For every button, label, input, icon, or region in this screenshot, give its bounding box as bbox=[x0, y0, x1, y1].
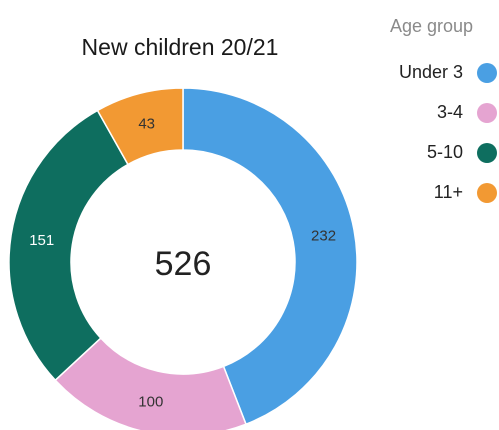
donut-value-label: 43 bbox=[138, 116, 155, 133]
donut-slice-5-10[interactable] bbox=[8, 109, 129, 382]
donut-slice-11[interactable] bbox=[96, 87, 184, 166]
legend-label: 3-4 bbox=[436, 102, 463, 122]
chart-title: New children 20/21 bbox=[81, 34, 279, 60]
donut-value-label: 100 bbox=[138, 393, 163, 410]
legend-swatch bbox=[477, 182, 497, 203]
legend-item-5-10[interactable]: 5-10 bbox=[360, 140, 499, 165]
legend-label: 5-10 bbox=[426, 142, 463, 162]
legend-item-11-plus[interactable]: 11+ bbox=[360, 180, 499, 205]
legend-item-3-4[interactable]: 3-4 bbox=[360, 100, 499, 125]
legend-label: 11+ bbox=[433, 182, 463, 202]
donut-value-label: 151 bbox=[29, 232, 54, 249]
donut-center-total: 526 bbox=[155, 245, 212, 283]
legend: Under 3 3-4 5-10 11+ bbox=[360, 60, 499, 220]
legend-swatch bbox=[477, 142, 497, 163]
legend-label: Under 3 bbox=[398, 62, 463, 82]
donut-value-label: 232 bbox=[311, 228, 336, 245]
legend-item-under-3[interactable]: Under 3 bbox=[360, 60, 499, 85]
legend-swatch bbox=[477, 62, 497, 83]
donut-slice-under-3[interactable] bbox=[182, 87, 358, 426]
legend-title: Age group bbox=[390, 16, 474, 36]
legend-swatch bbox=[477, 102, 497, 123]
